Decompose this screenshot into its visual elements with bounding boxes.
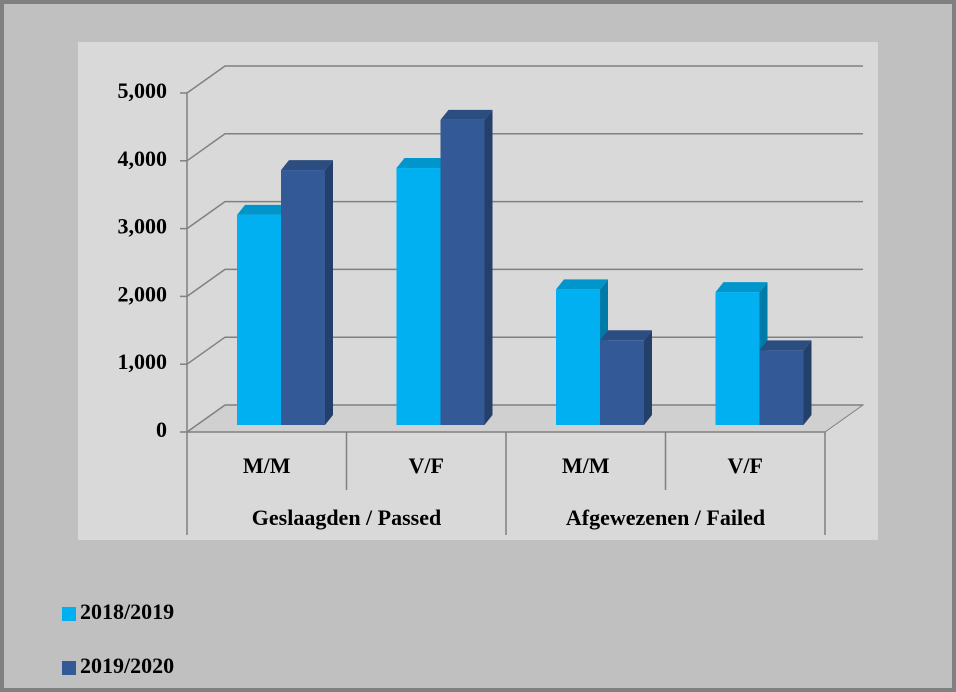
bar — [715, 292, 760, 425]
x-tick-label: V/F — [409, 453, 444, 478]
x-tick-label: M/M — [562, 453, 610, 478]
legend-swatch — [62, 607, 76, 621]
bar-top — [600, 330, 652, 341]
x-tick-label: M/M — [243, 453, 291, 478]
bar — [600, 340, 644, 425]
bar — [396, 168, 441, 425]
group-label: Geslaagden / Passed — [252, 505, 441, 530]
grid-line — [186, 133, 863, 162]
legend-label: 2018/2019 — [80, 599, 174, 624]
bar-top — [715, 282, 768, 293]
bar-side — [644, 330, 652, 425]
bar-top — [237, 204, 289, 215]
bar — [440, 119, 485, 426]
y-tick-label: 5,000 — [118, 78, 168, 103]
group-label: Afgewezenen / Failed — [566, 505, 765, 530]
bar — [759, 350, 804, 425]
bar-top — [556, 279, 608, 290]
bar — [281, 170, 325, 425]
bar-top — [396, 158, 449, 169]
bar-top — [759, 340, 812, 351]
x-tick-label: V/F — [728, 453, 763, 478]
grid-line — [186, 268, 863, 298]
y-tick-label: 4,000 — [118, 146, 168, 171]
bar-top — [281, 160, 333, 171]
y-tick-label: 3,000 — [118, 214, 168, 239]
bar — [237, 214, 281, 425]
legend-label: 2019/2020 — [80, 653, 174, 678]
y-tick-label: 2,000 — [118, 281, 168, 306]
grid-line — [186, 200, 863, 230]
legend-swatch — [62, 661, 76, 675]
y-tick-label: 0 — [156, 417, 167, 442]
bar-side — [803, 340, 812, 425]
y-tick-label: 1,000 — [118, 349, 168, 374]
bar-side — [484, 109, 493, 426]
bar — [556, 289, 600, 425]
grid-line — [186, 65, 863, 94]
bar-top — [440, 109, 493, 120]
bar-side — [325, 160, 333, 425]
